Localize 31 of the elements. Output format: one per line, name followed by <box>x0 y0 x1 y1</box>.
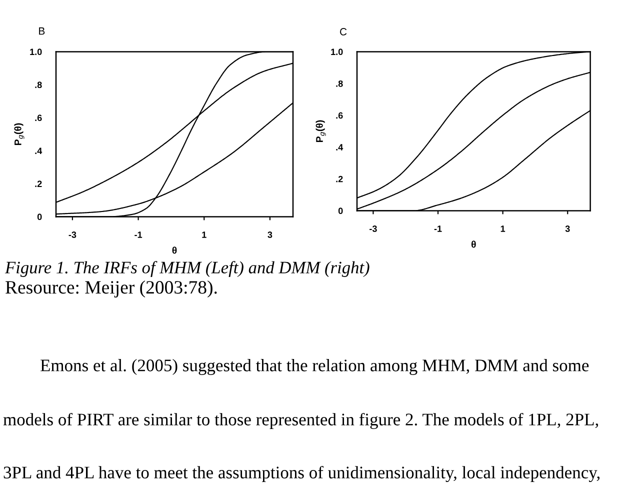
y-tick-label: .8 <box>336 80 343 87</box>
x-tick-label: 3 <box>268 232 272 238</box>
x-tick-label: -3 <box>370 226 377 232</box>
caption: Figure 1. The IRFs of MHM (Left) and DMM (right) <box>4 261 370 277</box>
y-tick-label: .2 <box>336 176 343 182</box>
y-tick-label: 1.0 <box>331 48 343 56</box>
x-axis-title: θ <box>471 240 476 248</box>
x-axis-title: θ <box>172 246 177 254</box>
chart-title: B <box>39 27 45 35</box>
text: models of PIRT are similar to those represented in figure 2. The models of 1PL, 2PL, <box>3 412 598 430</box>
y-tick-label: .4 <box>35 148 42 154</box>
x-tick-label: 1 <box>500 226 506 232</box>
y-tick-label: .6 <box>336 112 343 119</box>
x-tick-label: 1 <box>202 232 206 238</box>
y-tick-label: .6 <box>35 114 42 122</box>
text: Resource: Meijer (2003:78). <box>6 280 217 298</box>
text: 3PL and 4PL have to meet the assumptions of unidimensionality, local independency, <box>4 466 600 482</box>
x-tick-label: -3 <box>68 232 76 238</box>
y-axis-title: P$_{g}$(θ) <box>316 120 326 142</box>
y-tick-label: 0 <box>37 214 42 220</box>
x-tick-label: 3 <box>565 226 570 232</box>
x-tick-label: -1 <box>434 226 442 232</box>
y-axis-title: P$_{g}$(θ) <box>14 123 24 146</box>
chart-title: C <box>340 28 347 36</box>
y-tick-label: .8 <box>35 82 42 88</box>
x-tick-label: -1 <box>134 232 142 238</box>
y-tick-label: .4 <box>336 144 344 150</box>
y-tick-label: .2 <box>35 180 42 187</box>
y-tick-label: 1.0 <box>30 48 42 56</box>
text: Emons et al. (2005) suggested that the relation among MHM, DMM and some <box>40 359 589 375</box>
y-tick-label: 0 <box>338 208 343 214</box>
